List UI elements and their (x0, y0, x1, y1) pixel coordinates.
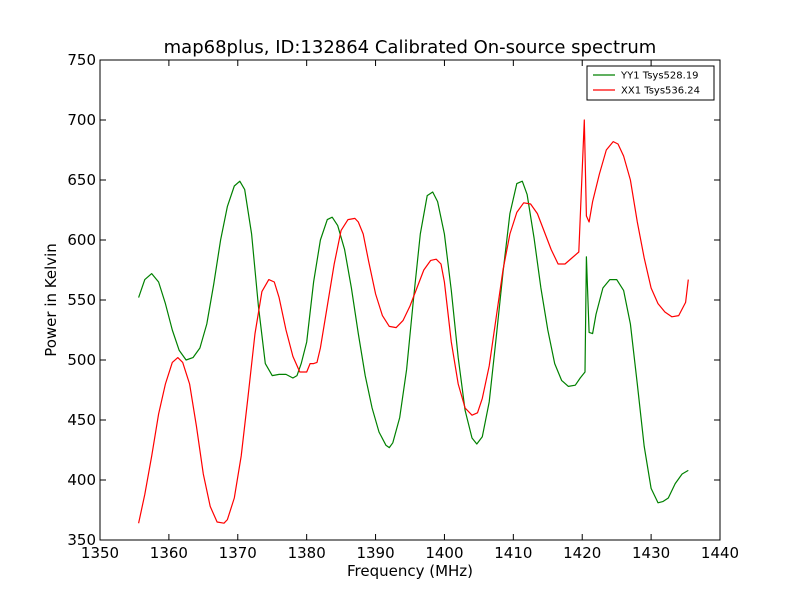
y-tick-label: 600 (67, 231, 96, 249)
series-layer (138, 119, 689, 524)
x-tick-label: 1410 (494, 544, 532, 562)
x-tick-label: 1400 (425, 544, 463, 562)
x-tick-label: 1370 (219, 544, 257, 562)
series-line-xx1 (138, 119, 689, 524)
legend-box (586, 65, 715, 101)
x-tick-label: 1440 (701, 544, 739, 562)
y-tick-label: 750 (67, 51, 96, 69)
y-tick-label: 400 (67, 471, 96, 489)
y-tick-label: 450 (67, 411, 96, 429)
y-tick-label: 650 (67, 171, 96, 189)
x-tick-label: 1390 (356, 544, 394, 562)
y-tick-label: 550 (67, 291, 96, 309)
legend-entry: YY1 Tsys528.19 (620, 71, 699, 82)
y-tick-label: 700 (67, 111, 96, 129)
y-axis-ticks: 350 400 450 500 550 600 650 700 750 (67, 51, 720, 549)
x-tick-label: 1420 (563, 544, 601, 562)
series-line-yy1 (138, 180, 689, 504)
x-tick-label: 1350 (81, 544, 119, 562)
legend-entry: XX1 Tsys536.24 (621, 86, 700, 97)
y-axis-label: Power in Kelvin (42, 243, 60, 357)
legend: YY1 Tsys528.19 XX1 Tsys536.24 (586, 65, 715, 101)
x-tick-label: 1430 (632, 544, 670, 562)
plot-area (100, 60, 720, 540)
x-tick-label: 1360 (150, 544, 188, 562)
y-tick-label: 350 (67, 531, 96, 549)
y-tick-label: 500 (67, 351, 96, 369)
chart-title: map68plus, ID:132864 Calibrated On-sourc… (164, 37, 657, 58)
x-axis-label: Frequency (MHz) (347, 562, 473, 580)
x-axis-ticks: 1350 1360 1370 1380 1390 1400 1410 1420 1430 1440 (81, 60, 739, 562)
x-tick-label: 1380 (288, 544, 326, 562)
